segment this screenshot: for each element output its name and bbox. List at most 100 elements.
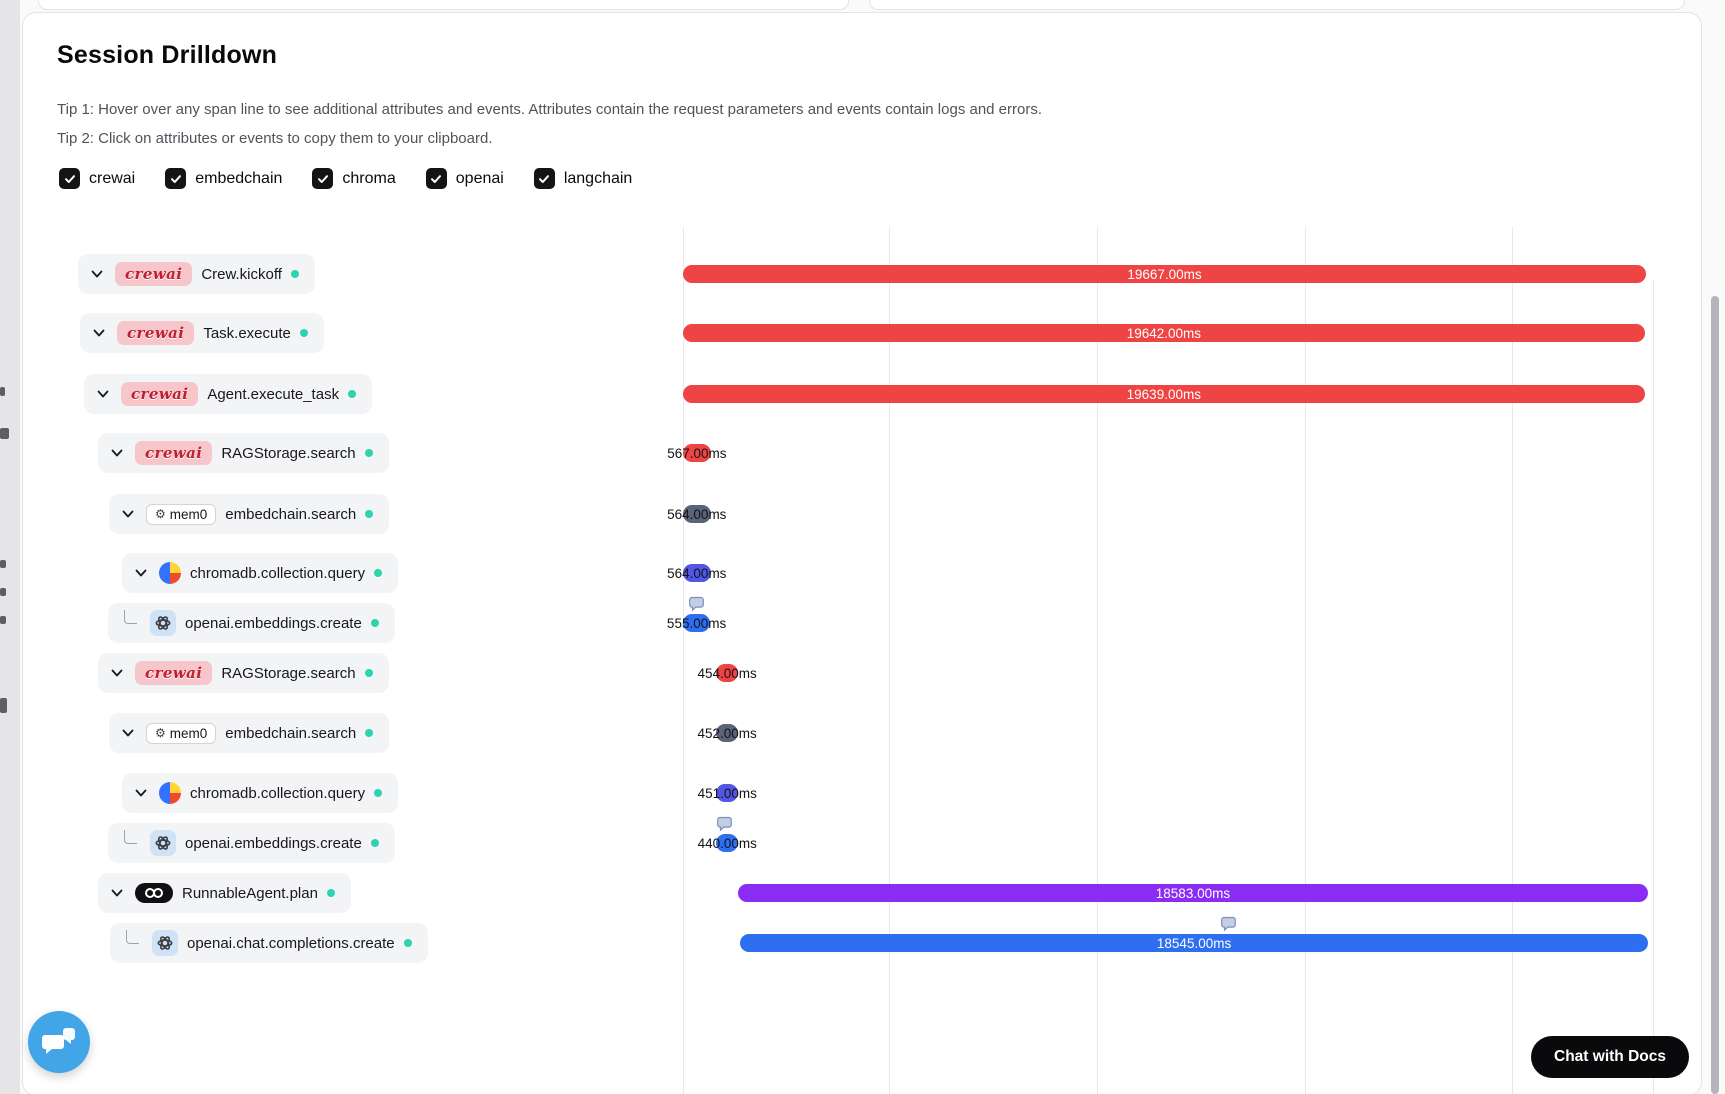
chevron-down-icon[interactable] [108,665,126,681]
span-label-box[interactable]: crewai Agent.execute_task [84,374,373,414]
span-duration: 564.00ms [667,506,727,522]
span-label-box[interactable]: crewai RAGStorage.search [98,433,389,473]
tree-connector-icon [124,609,137,624]
chevron-down-icon[interactable] [132,785,150,801]
chevron-down-icon[interactable] [108,445,126,461]
span-label-box[interactable]: crewai RAGStorage.search [98,653,389,693]
span-row[interactable]: chromadb.collection.query 451.00ms [23,772,1701,814]
chat-bubbles-icon [41,1026,77,1058]
span-bar[interactable] [683,564,711,582]
checkbox-checked-icon[interactable] [425,168,447,189]
span-duration: 18545.00ms [1156,935,1232,951]
span-label-box[interactable]: chromadb.collection.query [122,553,399,593]
span-duration: 19642.00ms [1126,325,1202,341]
gear-icon: ⚙ [155,726,166,740]
span-row[interactable]: RunnableAgent.plan 18583.00ms [23,872,1701,914]
checkbox-checked-icon[interactable] [59,168,80,189]
span-bar[interactable] [683,614,711,632]
span-label-box[interactable]: ⚙ mem0 embedchain.search [109,494,390,534]
span-label-box[interactable]: crewai Task.execute [80,313,324,353]
span-bar[interactable] [716,724,739,742]
crewai-logo: crewai [135,441,213,465]
span-row[interactable]: openai.embeddings.create 555.00ms [23,596,1701,644]
mem0-logo: ⚙ mem0 [146,503,217,525]
span-row[interactable]: crewai RAGStorage.search 567.00ms [23,432,1701,474]
span-duration: 18583.00ms [1155,885,1231,901]
filter-crewai[interactable]: crewai [59,168,135,189]
chroma-logo [159,562,181,584]
span-bar[interactable] [683,505,711,523]
span-label-box[interactable]: ⚙ mem0 embedchain.search [109,713,390,753]
status-dot [299,329,308,337]
filter-langchain[interactable]: langchain [533,168,633,189]
status-dot [364,449,373,457]
span-name: Agent.execute_task [207,385,340,403]
openai-logo [150,610,176,636]
chevron-down-icon[interactable] [132,565,150,581]
span-row[interactable]: chromadb.collection.query 564.00ms [23,552,1701,594]
span-bar[interactable]: 19639.00ms [683,385,1645,403]
span-bar[interactable] [716,784,739,802]
span-row[interactable]: crewai RAGStorage.search 454.00ms [23,652,1701,694]
span-name: RAGStorage.search [221,664,356,682]
span-bar[interactable]: 19642.00ms [683,324,1645,342]
filter-label: openai [455,169,504,187]
checkbox-checked-icon[interactable] [312,168,334,189]
filter-openai[interactable]: openai [425,168,504,189]
page-title: Session Drilldown [57,41,278,69]
span-name: Crew.kickoff [201,265,282,283]
chat-with-docs-button[interactable]: Chat with Docs [1531,1036,1689,1078]
page-scrollbar[interactable] [1711,296,1719,1094]
event-bubble-icon[interactable] [1220,916,1237,932]
span-label-box[interactable]: crewai Crew.kickoff [78,254,315,294]
chevron-down-icon[interactable] [90,325,108,341]
span-bar[interactable]: 18583.00ms [737,884,1648,902]
gutter-mark [0,387,5,396]
span-label-box[interactable]: chromadb.collection.query [122,773,399,813]
status-dot [365,510,374,518]
span-duration: 567.00ms [667,445,727,461]
span-label-box[interactable]: openai.chat.completions.create [110,923,428,963]
span-name: RAGStorage.search [221,444,356,462]
left-gutter [0,0,20,1094]
span-label-box[interactable]: openai.embeddings.create [108,823,395,863]
filter-label: embedchain [195,169,283,187]
span-duration: 451.00ms [697,785,757,801]
checkbox-checked-icon[interactable] [165,168,187,189]
span-bar[interactable] [683,444,711,462]
chevron-down-icon[interactable] [119,725,137,741]
filter-embedchain[interactable]: embedchain [165,168,282,189]
status-dot [374,789,383,797]
span-row[interactable]: ⚙ mem0 embedchain.search 564.00ms [23,493,1701,535]
chat-widget-button[interactable] [28,1011,90,1073]
span-row[interactable]: openai.embeddings.create 440.00ms [23,816,1701,864]
event-bubble-icon[interactable] [716,816,733,832]
status-dot [370,839,379,847]
gutter-mark [0,560,6,568]
chevron-down-icon[interactable] [94,386,112,402]
span-bar[interactable] [716,664,739,682]
mem0-logo: ⚙ mem0 [146,722,217,744]
span-row[interactable]: crewai Agent.execute_task 19639.00ms [23,373,1701,415]
span-label-box[interactable]: RunnableAgent.plan [98,873,351,913]
chevron-down-icon[interactable] [88,266,106,282]
status-dot [364,669,373,677]
timeline-gridline [889,227,890,1094]
span-row[interactable]: openai.chat.completions.create 18545.00ms [23,916,1701,964]
span-row[interactable]: crewai Task.execute 19642.00ms [23,312,1701,354]
chevron-down-icon[interactable] [119,506,137,522]
span-row[interactable]: ⚙ mem0 embedchain.search 452.00ms [23,712,1701,754]
span-bar[interactable]: 19667.00ms [683,265,1646,283]
event-bubble-icon[interactable] [688,596,705,612]
tip-1: Tip 1: Hover over any span line to see a… [57,101,1043,118]
checkbox-checked-icon[interactable] [533,168,555,189]
span-label-box[interactable]: openai.embeddings.create [108,603,395,643]
gutter-mark [0,698,7,713]
filter-label: langchain [563,169,633,187]
span-bar[interactable]: 18545.00ms [740,934,1649,952]
span-bar[interactable] [716,834,739,852]
filter-chroma[interactable]: chroma [312,168,396,189]
span-row[interactable]: crewai Crew.kickoff 19667.00ms [23,253,1701,295]
chevron-down-icon[interactable] [108,885,126,901]
